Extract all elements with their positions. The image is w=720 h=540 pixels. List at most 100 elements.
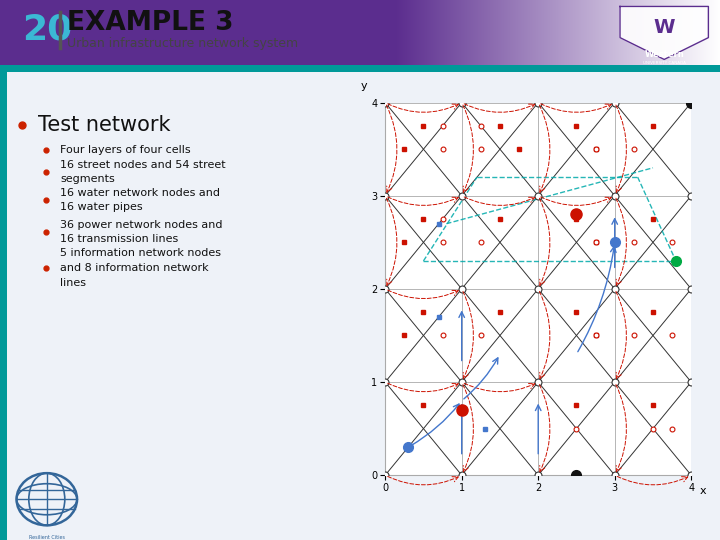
Bar — [322, 0, 323, 65]
Bar — [396, 0, 397, 65]
Bar — [626, 0, 627, 65]
Bar — [45, 0, 46, 65]
Bar — [222, 0, 223, 65]
Bar — [167, 0, 168, 65]
Bar — [712, 0, 713, 65]
Bar — [8, 0, 9, 65]
Bar — [434, 0, 435, 65]
Bar — [132, 0, 133, 65]
Bar — [375, 0, 376, 65]
Bar — [573, 0, 574, 65]
Bar — [101, 0, 102, 65]
Bar — [57, 0, 58, 65]
Bar — [515, 0, 516, 65]
Bar — [556, 0, 557, 65]
Bar — [717, 0, 718, 65]
Bar — [303, 0, 304, 65]
Bar — [220, 0, 221, 65]
Bar — [70, 0, 71, 65]
Bar — [615, 0, 616, 65]
Bar — [521, 0, 522, 65]
Bar — [599, 0, 600, 65]
Bar — [455, 0, 456, 65]
Bar — [121, 0, 122, 65]
Bar — [443, 0, 444, 65]
Bar — [683, 0, 684, 65]
Bar — [169, 0, 170, 65]
Bar — [4, 0, 5, 65]
Bar — [277, 0, 278, 65]
Bar — [606, 0, 607, 65]
Bar — [279, 0, 280, 65]
Bar — [292, 0, 293, 65]
Bar — [671, 0, 672, 65]
Bar — [249, 0, 250, 65]
Bar — [444, 0, 445, 65]
Bar — [423, 0, 424, 65]
Bar — [463, 0, 464, 65]
Bar — [330, 0, 331, 65]
Bar — [492, 0, 493, 65]
Bar — [181, 0, 182, 65]
Bar — [117, 0, 118, 65]
Bar — [685, 0, 686, 65]
Bar — [462, 0, 463, 65]
Bar — [195, 0, 196, 65]
Bar — [260, 0, 261, 65]
Bar — [469, 0, 470, 65]
Bar — [255, 0, 256, 65]
Bar — [297, 0, 298, 65]
Bar — [13, 0, 14, 65]
Bar — [624, 0, 625, 65]
Bar — [157, 0, 158, 65]
Bar — [470, 0, 471, 65]
Bar — [659, 0, 660, 65]
Bar — [178, 0, 179, 65]
Bar — [282, 0, 283, 65]
Bar — [461, 0, 462, 65]
Bar — [403, 0, 404, 65]
Bar — [253, 0, 254, 65]
Bar — [211, 0, 212, 65]
Bar — [214, 0, 215, 65]
Bar — [242, 0, 243, 65]
Bar — [106, 0, 107, 65]
Bar — [40, 0, 41, 65]
Text: Resilient Cities
Network: Resilient Cities Network — [29, 535, 65, 540]
Bar — [654, 0, 655, 65]
Bar — [531, 0, 532, 65]
Bar — [341, 0, 342, 65]
Bar — [663, 0, 664, 65]
Bar — [344, 0, 345, 65]
Bar — [452, 0, 453, 65]
Bar — [210, 0, 211, 65]
Bar — [426, 0, 427, 65]
Bar — [547, 0, 548, 65]
Bar — [217, 0, 218, 65]
Bar — [433, 0, 434, 65]
Bar — [175, 0, 176, 65]
Bar — [398, 0, 399, 65]
Bar — [633, 0, 634, 65]
Bar — [494, 0, 495, 65]
Bar — [538, 0, 539, 65]
Bar — [91, 0, 92, 65]
Bar — [376, 0, 377, 65]
Bar — [436, 0, 437, 65]
Bar — [578, 0, 579, 65]
Bar — [506, 0, 507, 65]
Bar — [317, 0, 318, 65]
Bar — [160, 0, 161, 65]
Bar — [15, 0, 16, 65]
Bar — [115, 0, 116, 65]
Bar — [294, 0, 295, 65]
Bar — [464, 0, 465, 65]
Bar — [53, 0, 54, 65]
Bar — [383, 0, 384, 65]
Bar — [355, 0, 356, 65]
Bar — [270, 0, 271, 65]
Bar — [454, 0, 455, 65]
Bar — [559, 0, 560, 65]
Bar — [379, 0, 380, 65]
Bar — [321, 0, 322, 65]
